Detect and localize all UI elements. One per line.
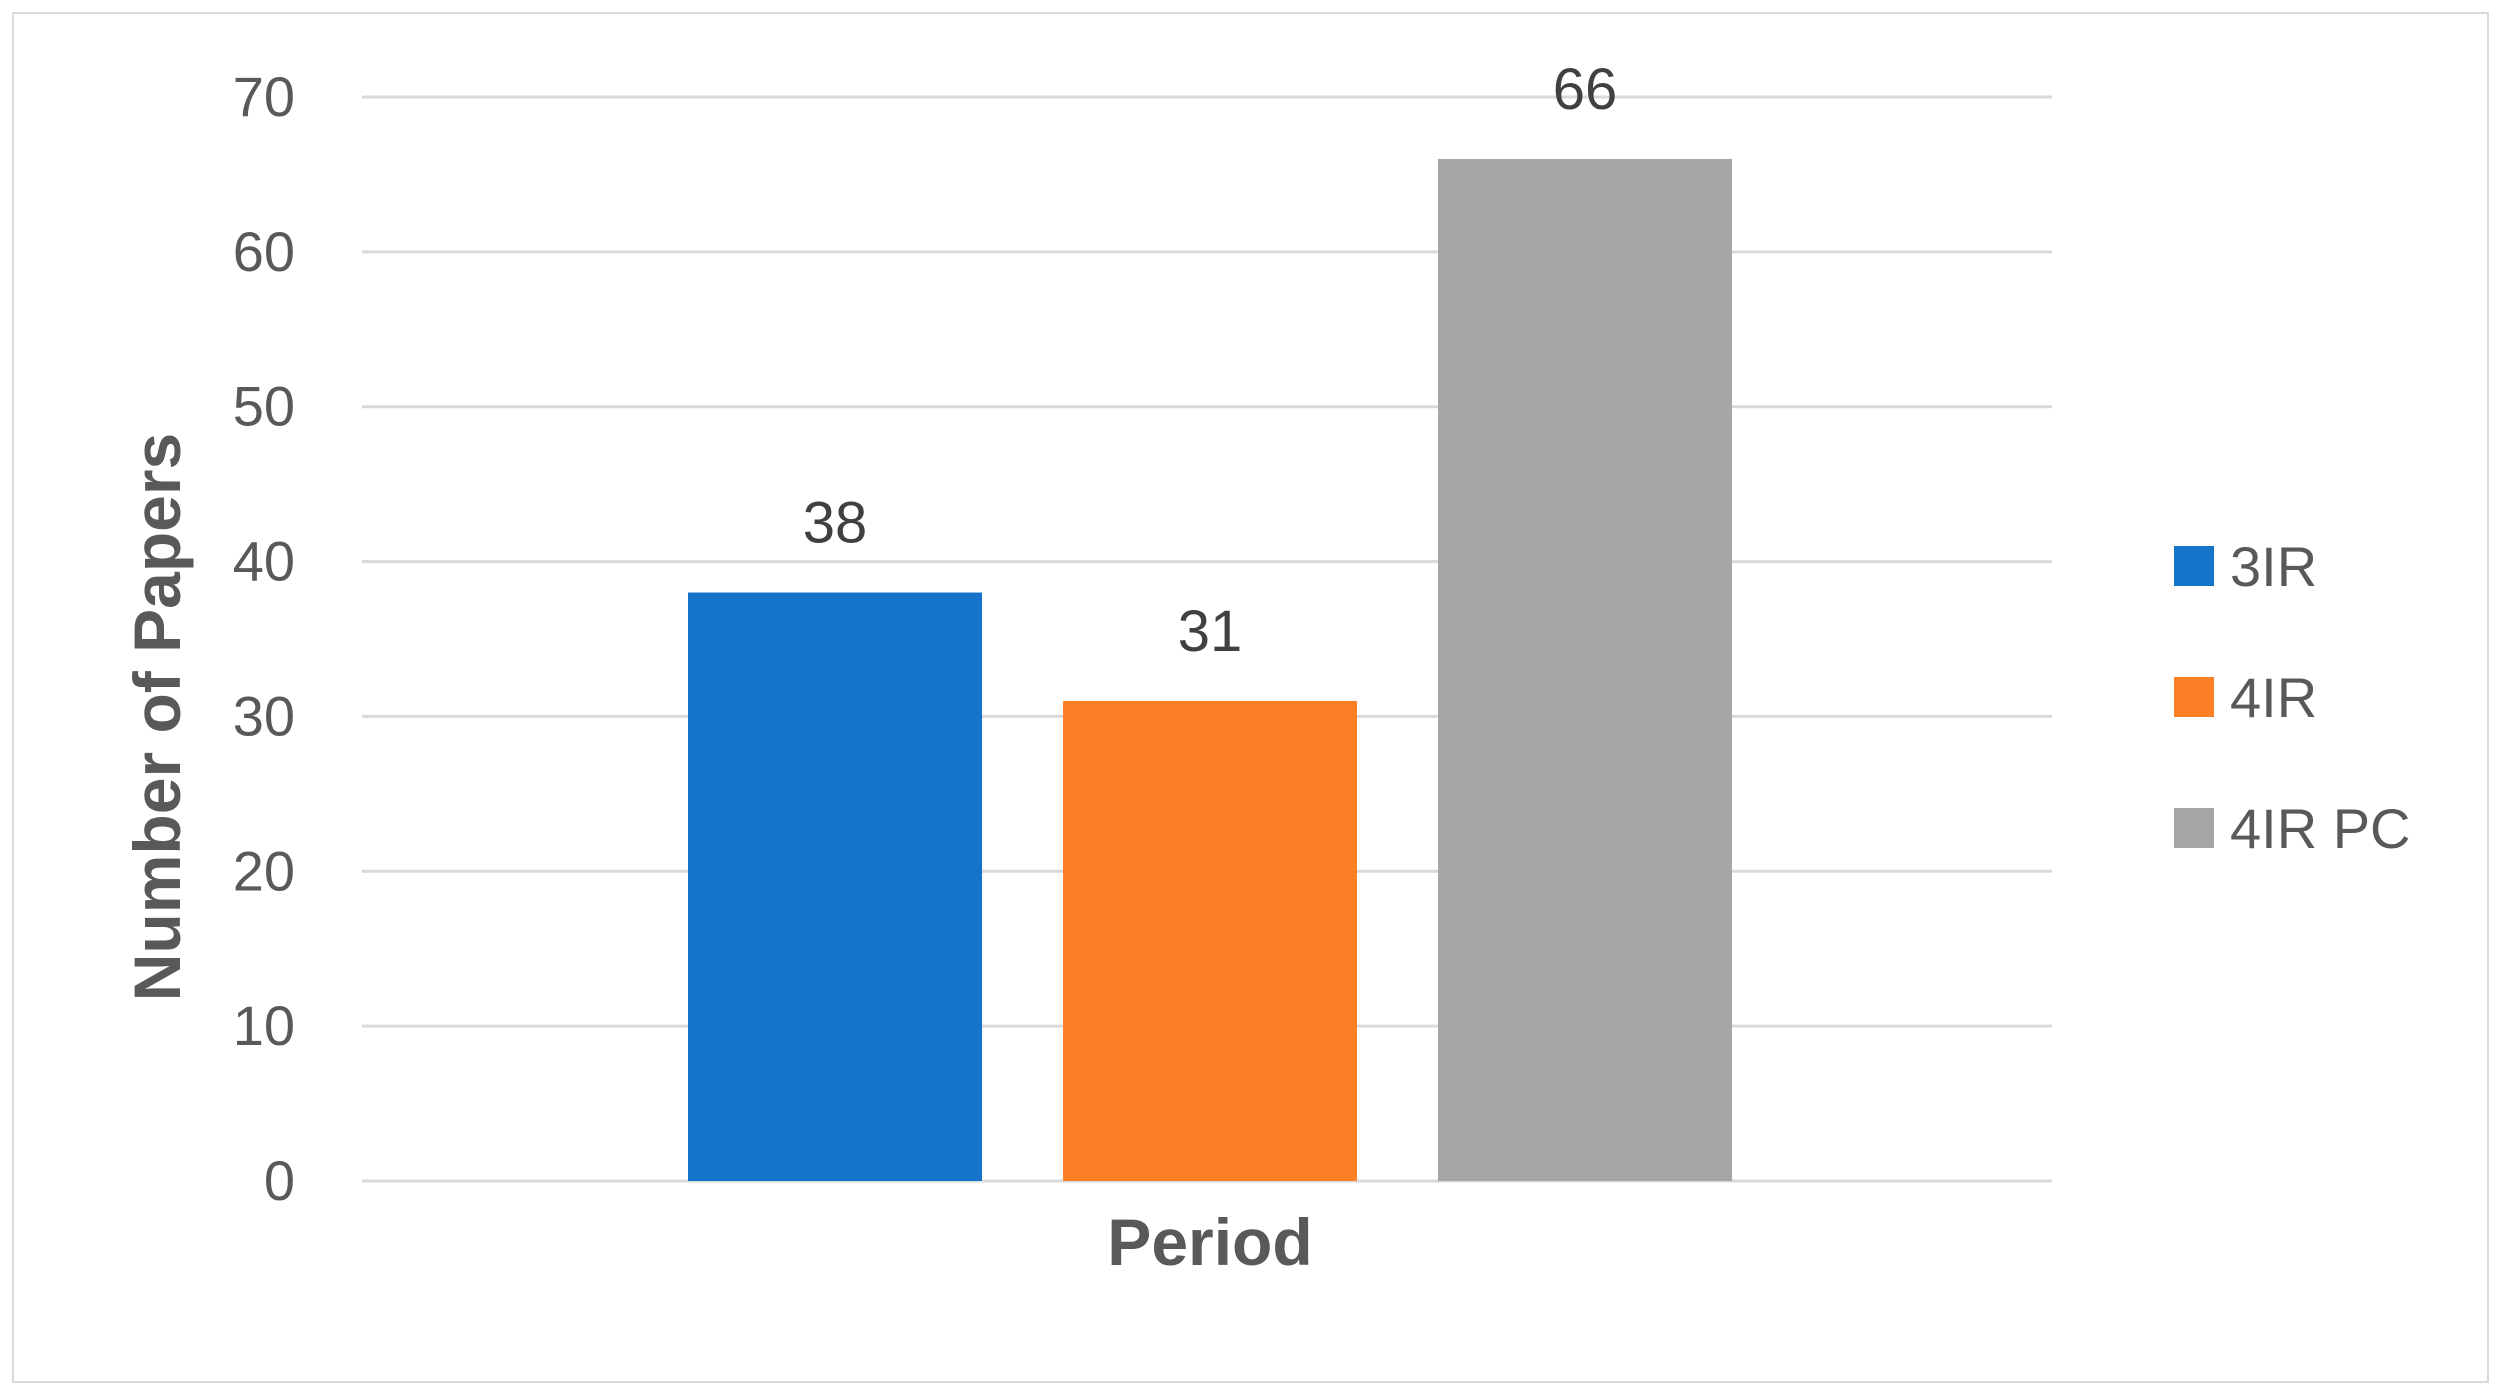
y-tick-label: 70 [233,65,295,128]
y-tick-label: 40 [233,530,295,593]
bar-4ir [1063,700,1357,1181]
y-tick-label: 10 [233,994,295,1057]
data-label-3ir: 38 [803,491,868,556]
y-tick-label: 0 [264,1149,295,1212]
legend-label-3ir: 3IR [2230,535,2317,598]
legend-label-4ir: 4IR [2230,666,2317,729]
gridlines [362,95,2052,1183]
y-axis-title: Number of Papers [120,433,194,1001]
y-tick-label: 50 [233,375,295,438]
legend-label-4ir-pc: 4IR PC [2230,797,2411,860]
y-tick-label: 20 [233,839,295,902]
bars [688,158,1732,1181]
y-tick-label: 60 [233,220,295,283]
data-label-4ir-pc: 66 [1553,57,1618,122]
data-label-4ir: 31 [1178,599,1243,664]
x-axis-title: Period [1107,1205,1312,1279]
bar-4ir-pc [1438,158,1732,1181]
y-tick-label: 30 [233,684,295,747]
legend-swatch-3ir [2174,546,2214,586]
data-labels: 38 31 66 [803,57,1618,664]
bar-3ir [688,592,982,1181]
legend-swatch-4ir-pc [2174,808,2214,848]
legend: 3IR 4IR 4IR PC [2174,535,2411,860]
y-axis-ticks: 0 10 20 30 40 50 60 70 [233,65,295,1212]
legend-swatch-4ir [2174,677,2214,717]
